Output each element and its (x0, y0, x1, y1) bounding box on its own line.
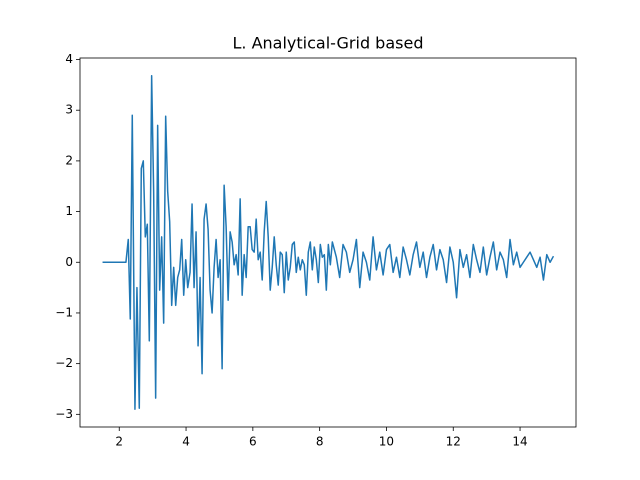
y-tick-label: −2 (55, 356, 73, 370)
plot-frame (79, 57, 577, 428)
chart-title: L. Analytical-Grid based (233, 34, 424, 53)
x-tick-label: 2 (115, 435, 123, 449)
data-line (102, 74, 555, 411)
x-tick-label: 8 (316, 435, 324, 449)
x-tick-label: 14 (512, 435, 527, 449)
x-tick-label: 12 (446, 435, 461, 449)
y-tick-label: −3 (55, 407, 73, 421)
y-tick-label: 3 (65, 103, 73, 117)
x-tick-label: 6 (249, 435, 257, 449)
y-tick-label: −1 (55, 305, 73, 319)
y-tick-label: 1 (65, 204, 73, 218)
x-tick-label: 4 (182, 435, 190, 449)
x-tick-label: 10 (379, 435, 394, 449)
y-tick-label: 0 (65, 255, 73, 269)
y-tick-label: 4 (65, 52, 73, 66)
y-tick-label: 2 (65, 153, 73, 167)
